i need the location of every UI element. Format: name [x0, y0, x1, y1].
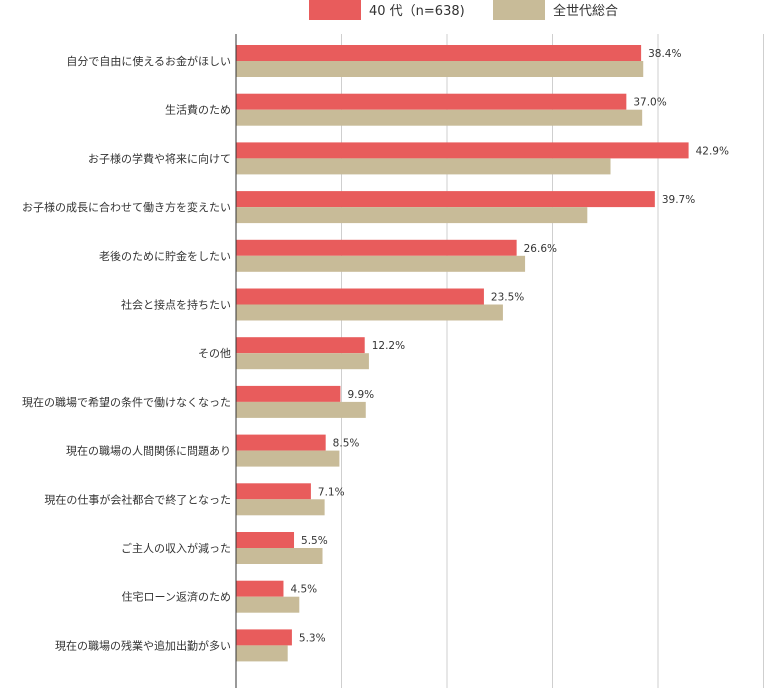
value-label: 12.2%	[372, 340, 405, 352]
bar-all-generations	[236, 353, 369, 370]
legend-label-all-generations: 全世代総合	[553, 3, 618, 19]
category-label: 生活費のため	[165, 103, 231, 117]
category-label: 現在の職場で希望の条件で働けなくなった	[22, 395, 231, 409]
bar-40s	[236, 629, 292, 646]
bar-40s	[236, 580, 284, 597]
bar-all-generations	[236, 499, 325, 516]
value-label: 39.7%	[662, 194, 695, 206]
legend-swatch-40s	[309, 0, 361, 20]
bar-40s	[236, 483, 311, 500]
legend-swatch-all-generations	[493, 0, 545, 20]
category-label: 住宅ローン返済のため	[122, 590, 231, 604]
value-label: 37.0%	[633, 97, 666, 109]
bar-all-generations	[236, 548, 323, 564]
category-label: 老後のために貯金をしたい	[99, 249, 231, 263]
category-label: ご主人の収入が減った	[121, 541, 231, 555]
bar-all-generations	[236, 207, 588, 224]
category-label: お子様の学費や将来に向けて	[88, 151, 231, 165]
category-label: 社会と接点を持ちたい	[121, 298, 231, 312]
gridlines	[341, 34, 764, 688]
bar-all-generations	[236, 158, 611, 175]
category-label: 現在の仕事が会社都合で終了となった	[44, 492, 231, 506]
value-label: 8.5%	[333, 438, 360, 450]
bar-40s	[236, 288, 484, 305]
bar-all-generations	[236, 645, 288, 662]
bar-40s	[236, 45, 642, 61]
bar-40s	[236, 93, 627, 110]
category-label: 現在の職場の残業や追加出勤が多い	[55, 638, 231, 652]
bar-40s	[236, 385, 341, 402]
bar-40s	[236, 532, 295, 548]
bar-all-generations	[236, 61, 644, 77]
labels: 自分で自由に使えるお金がほしい 38.4% 生活費のため 37.0% お子様の学費や将来…	[22, 48, 729, 652]
bar-all-generations	[236, 255, 526, 272]
category-label: お子様の成長に合わせて働き方を変えたい	[22, 200, 231, 214]
bars	[236, 45, 689, 662]
value-label: 5.5%	[301, 535, 328, 547]
bar-all-generations	[236, 596, 300, 613]
bar-40s	[236, 434, 326, 451]
bar-40s	[236, 142, 689, 159]
value-label: 4.5%	[290, 584, 317, 596]
legend-label-40s: 40 代（n=638)	[369, 4, 465, 19]
value-label: 23.5%	[491, 292, 524, 304]
category-label: その他	[198, 347, 231, 360]
value-label: 38.4%	[648, 48, 681, 60]
value-label: 26.6%	[524, 243, 557, 255]
value-label: 7.1%	[318, 486, 345, 498]
bar-40s	[236, 191, 655, 208]
bar-all-generations	[236, 304, 503, 321]
category-label: 自分で自由に使えるお金がほしい	[66, 54, 231, 68]
category-label: 現在の職場の人間関係に問題あり	[66, 445, 231, 458]
value-label: 5.3%	[299, 632, 326, 644]
legend: 40 代（n=638) 全世代総合	[309, 0, 618, 20]
bar-all-generations	[236, 109, 643, 126]
bar-all-generations	[236, 401, 366, 418]
bar-40s	[236, 337, 365, 354]
bar-all-generations	[236, 450, 340, 467]
value-label: 9.9%	[347, 389, 374, 401]
value-label: 42.9%	[696, 145, 729, 157]
bar-40s	[236, 239, 517, 256]
